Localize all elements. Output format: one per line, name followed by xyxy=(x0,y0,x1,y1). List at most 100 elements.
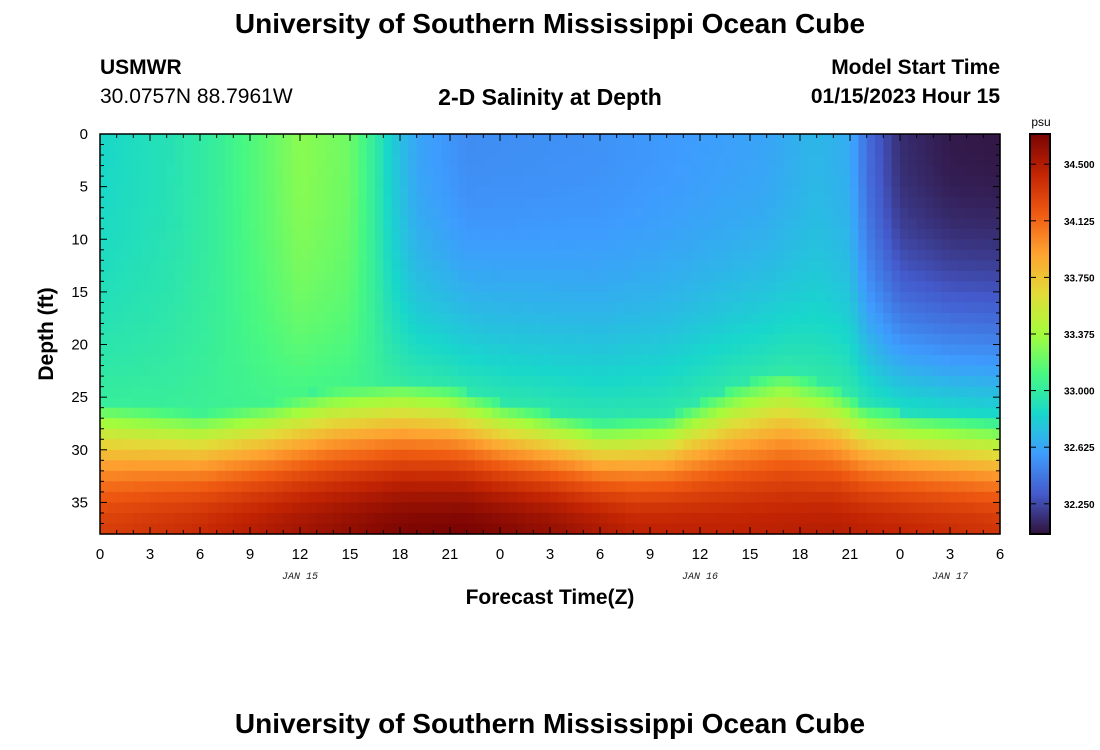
heatmap-cell xyxy=(800,407,809,419)
heatmap-cell xyxy=(841,355,851,367)
heatmap-cell xyxy=(791,365,801,377)
heatmap-cell xyxy=(825,439,834,451)
heatmap-cell xyxy=(533,460,543,472)
heatmap-cell xyxy=(766,344,776,356)
heatmap-cell xyxy=(316,260,326,272)
heatmap-cell xyxy=(641,418,651,430)
heatmap-cell xyxy=(116,134,126,146)
heatmap-cell xyxy=(300,302,309,314)
heatmap-cell xyxy=(883,281,893,293)
heatmap-cell xyxy=(316,491,326,504)
heatmap-cell xyxy=(966,428,976,440)
heatmap-cell xyxy=(316,418,326,430)
heatmap-cell xyxy=(700,176,709,188)
heatmap-cell xyxy=(991,470,1001,482)
heatmap-cell xyxy=(900,470,909,482)
heatmap-cell xyxy=(733,491,743,504)
heatmap-cell xyxy=(558,291,568,304)
heatmap-cell xyxy=(808,134,818,146)
heatmap-cell xyxy=(100,523,109,535)
heatmap-cell xyxy=(166,218,176,230)
heatmap-cell xyxy=(766,449,776,461)
heatmap-cell xyxy=(950,397,959,409)
heatmap-cell xyxy=(716,218,726,230)
heatmap-cell xyxy=(283,197,293,209)
heatmap-cell xyxy=(950,144,959,156)
heatmap-cell xyxy=(633,439,643,451)
heatmap-cell xyxy=(983,144,993,156)
heatmap-cell xyxy=(675,218,684,230)
heatmap-cell xyxy=(400,418,409,430)
heatmap-cell xyxy=(616,523,626,535)
heatmap-cell xyxy=(308,302,318,314)
heatmap-cell xyxy=(433,207,443,219)
heatmap-cell xyxy=(558,197,568,209)
heatmap-cell xyxy=(550,481,559,493)
heatmap-cell xyxy=(916,302,926,314)
heatmap-cell xyxy=(208,376,218,388)
heatmap-cell xyxy=(783,218,793,230)
heatmap-cell xyxy=(166,481,176,493)
heatmap-cell xyxy=(141,355,151,367)
heatmap-cell xyxy=(466,281,476,293)
heatmap-cell xyxy=(650,260,659,272)
x-tick-label: 3 xyxy=(146,546,154,563)
heatmap-cell xyxy=(241,218,251,230)
heatmap-cell xyxy=(208,197,218,209)
heatmap-cell xyxy=(141,418,151,430)
heatmap-cell xyxy=(491,270,501,282)
heatmap-cell xyxy=(233,312,243,325)
heatmap-cell xyxy=(833,176,843,188)
heatmap-cell xyxy=(300,249,309,261)
heatmap-cell xyxy=(966,439,976,451)
heatmap-cell xyxy=(583,481,593,493)
heatmap-cell xyxy=(808,365,818,377)
heatmap-cell xyxy=(208,249,218,261)
heatmap-cell xyxy=(650,418,659,430)
heatmap-cell xyxy=(141,291,151,304)
heatmap-cell xyxy=(816,270,826,282)
heatmap-cell xyxy=(433,355,443,367)
heatmap-cell xyxy=(683,144,693,156)
heatmap-cell xyxy=(925,144,934,156)
heatmap-cell xyxy=(966,239,976,251)
heatmap-cell xyxy=(675,134,684,146)
heatmap-cell xyxy=(475,197,484,209)
heatmap-cell xyxy=(700,407,709,419)
heatmap-cell xyxy=(958,176,968,188)
heatmap-cell xyxy=(166,155,176,167)
heatmap-cell xyxy=(916,334,926,346)
heatmap-cell xyxy=(525,197,534,209)
heatmap-cell xyxy=(516,249,526,261)
heatmap-cell xyxy=(991,144,1001,156)
heatmap-cell xyxy=(250,291,259,304)
heatmap-cell xyxy=(575,186,584,198)
heatmap-cell xyxy=(425,355,434,367)
heatmap-cell xyxy=(641,270,651,282)
heatmap-cell xyxy=(875,386,884,398)
heatmap-cell xyxy=(566,176,576,188)
heatmap-cell xyxy=(216,249,226,261)
heatmap-cell xyxy=(866,334,876,346)
heatmap-cell xyxy=(708,249,718,261)
heatmap-cell xyxy=(233,439,243,451)
heatmap-cell xyxy=(608,386,618,398)
heatmap-cell xyxy=(616,376,626,388)
heatmap-cell xyxy=(341,481,351,493)
heatmap-cell xyxy=(533,344,543,356)
heatmap-cell xyxy=(900,291,909,304)
heatmap-cell xyxy=(258,470,268,482)
heatmap-cell xyxy=(966,155,976,167)
heatmap-cell xyxy=(541,460,551,472)
heatmap-cell xyxy=(750,312,759,325)
heatmap-cell xyxy=(141,228,151,240)
heatmap-cell xyxy=(633,176,643,188)
heatmap-cell xyxy=(266,481,276,493)
x-tick-label: 15 xyxy=(742,546,759,563)
heatmap-cell xyxy=(516,144,526,156)
heatmap-cell xyxy=(541,376,551,388)
heatmap-cell xyxy=(425,523,434,535)
heatmap-cell xyxy=(316,218,326,230)
heatmap-cell xyxy=(508,344,518,356)
heatmap-cell xyxy=(200,228,209,240)
